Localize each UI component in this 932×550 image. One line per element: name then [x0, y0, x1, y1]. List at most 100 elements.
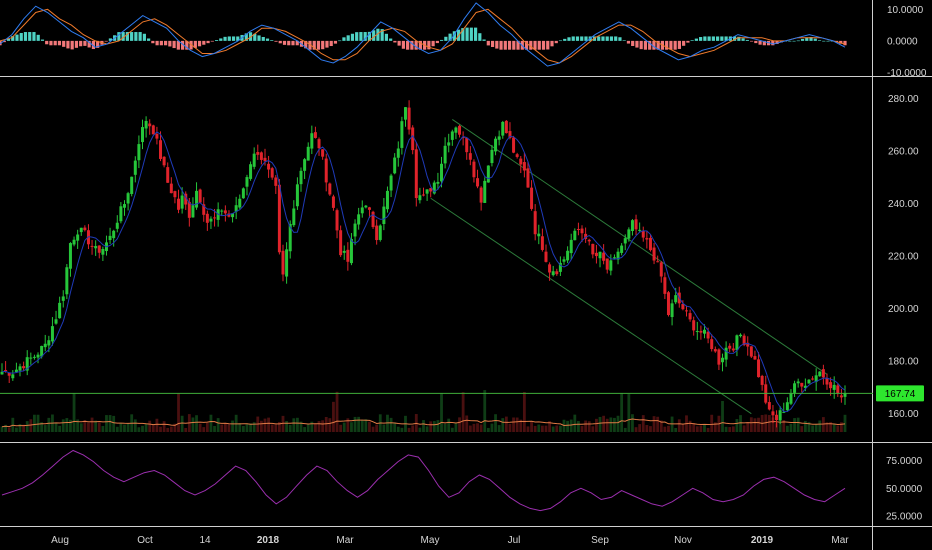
- volume-bar: [832, 424, 836, 432]
- macd-hist-bar: [418, 40, 422, 50]
- macd-hist-bar: [550, 40, 554, 47]
- macd-hist-bar: [444, 36, 448, 41]
- volume-bar: [299, 421, 303, 432]
- candle-body: [555, 271, 559, 275]
- macd-hist-bar: [278, 40, 282, 44]
- candle-body: [317, 139, 321, 149]
- volume-bar: [15, 427, 18, 432]
- candle-body: [832, 384, 836, 390]
- macd-hist-bar: [287, 40, 291, 46]
- candle-body: [519, 158, 523, 165]
- volume-bar: [652, 416, 656, 432]
- candle-body: [382, 206, 386, 225]
- volume-bar: [724, 426, 728, 432]
- volume-bar: [241, 425, 245, 432]
- volume-bar: [0, 426, 4, 432]
- macd-hist-bar: [11, 36, 15, 41]
- volume-bar: [735, 419, 739, 432]
- candle-body: [724, 347, 728, 360]
- macd-hist-bar: [558, 40, 563, 42]
- candle-body: [61, 296, 65, 301]
- volume-bar: [476, 423, 479, 432]
- macd-hist-bar: [384, 33, 389, 41]
- volume-bar: [79, 423, 83, 432]
- macd-hist-bar: [639, 40, 643, 50]
- volume-bar: [793, 418, 796, 432]
- macd-hist-bar: [796, 40, 800, 42]
- volume-bar: [270, 424, 274, 432]
- candle-body: [173, 191, 177, 198]
- candle-body: [364, 205, 368, 208]
- candle-body: [151, 125, 155, 135]
- volume-bar: [753, 418, 757, 432]
- candle-body: [148, 123, 152, 127]
- macd-hist-bar: [172, 40, 176, 49]
- candle-body: [411, 127, 415, 151]
- price-tick-label: 180.00: [888, 357, 919, 368]
- volume-bar: [814, 423, 818, 432]
- volume-bar: [800, 426, 804, 432]
- candle-body: [793, 383, 797, 393]
- volume-bar: [177, 393, 180, 432]
- candle-body: [346, 249, 350, 262]
- volume-bar: [616, 415, 620, 432]
- candle-body: [169, 183, 173, 194]
- volume-bar: [216, 418, 220, 432]
- candle-body: [666, 292, 670, 316]
- price-panel: 280.00 260.00 240.00 220.00 200.00 180.00 160.…: [0, 94, 924, 432]
- macd-hist-bar: [367, 31, 372, 41]
- volume-bar: [342, 422, 346, 432]
- volume-bar: [101, 426, 105, 432]
- volume-bar: [382, 424, 386, 432]
- macd-hist-bar: [826, 40, 830, 42]
- volume-bar: [746, 422, 750, 432]
- macd-hist-bar: [176, 40, 180, 50]
- macd-hist-bar: [703, 36, 707, 41]
- macd-hist-bar: [482, 39, 486, 41]
- volume-bar: [667, 425, 670, 432]
- candle-body: [259, 152, 263, 160]
- rsi-tick-label: 50.0000: [886, 484, 923, 495]
- time-tick-label: Sep: [591, 535, 609, 546]
- candle-body: [256, 152, 260, 155]
- volume-bar: [360, 419, 364, 432]
- macd-hist-bar: [193, 40, 197, 48]
- volume-bar: [598, 416, 602, 432]
- candle-body: [202, 204, 206, 215]
- candle-body: [191, 205, 195, 218]
- candle-body: [562, 259, 566, 262]
- candle-body: [335, 210, 339, 231]
- volume-bar: [465, 415, 469, 432]
- candle-body: [598, 251, 602, 259]
- macd-hist-bar: [716, 36, 720, 41]
- candle-body: [155, 133, 159, 139]
- volume-bar: [151, 424, 155, 432]
- macd-hist-bar: [435, 40, 439, 44]
- macd-hist-bar: [91, 40, 96, 50]
- volume-bar: [623, 427, 627, 432]
- candle-body: [778, 410, 782, 421]
- macd-hist-bar: [631, 40, 635, 46]
- macd-hist-bar: [261, 36, 265, 41]
- volume-bar: [195, 415, 198, 432]
- volume-bar: [825, 422, 829, 432]
- volume-bar: [533, 425, 537, 432]
- macd-hist-bar: [130, 32, 134, 41]
- candle-body: [479, 187, 483, 203]
- macd-hist-bar: [372, 30, 376, 41]
- volume-bar: [551, 426, 555, 432]
- candle-body: [371, 211, 375, 228]
- volume-bar: [396, 426, 400, 432]
- last-price-label[interactable]: 167.74: [876, 385, 924, 402]
- volume-bar: [587, 421, 591, 432]
- candle-body: [396, 148, 400, 158]
- macd-hist-bar: [762, 40, 766, 46]
- macd-hist-bar: [605, 36, 609, 41]
- volume-bar: [638, 424, 642, 432]
- macd-hist-bar: [180, 40, 185, 50]
- candle-body: [821, 369, 825, 378]
- volume-bar: [155, 418, 159, 432]
- macd-hist-bar: [325, 40, 329, 48]
- candle-body: [231, 213, 235, 218]
- macd-hist-bar: [79, 40, 83, 47]
